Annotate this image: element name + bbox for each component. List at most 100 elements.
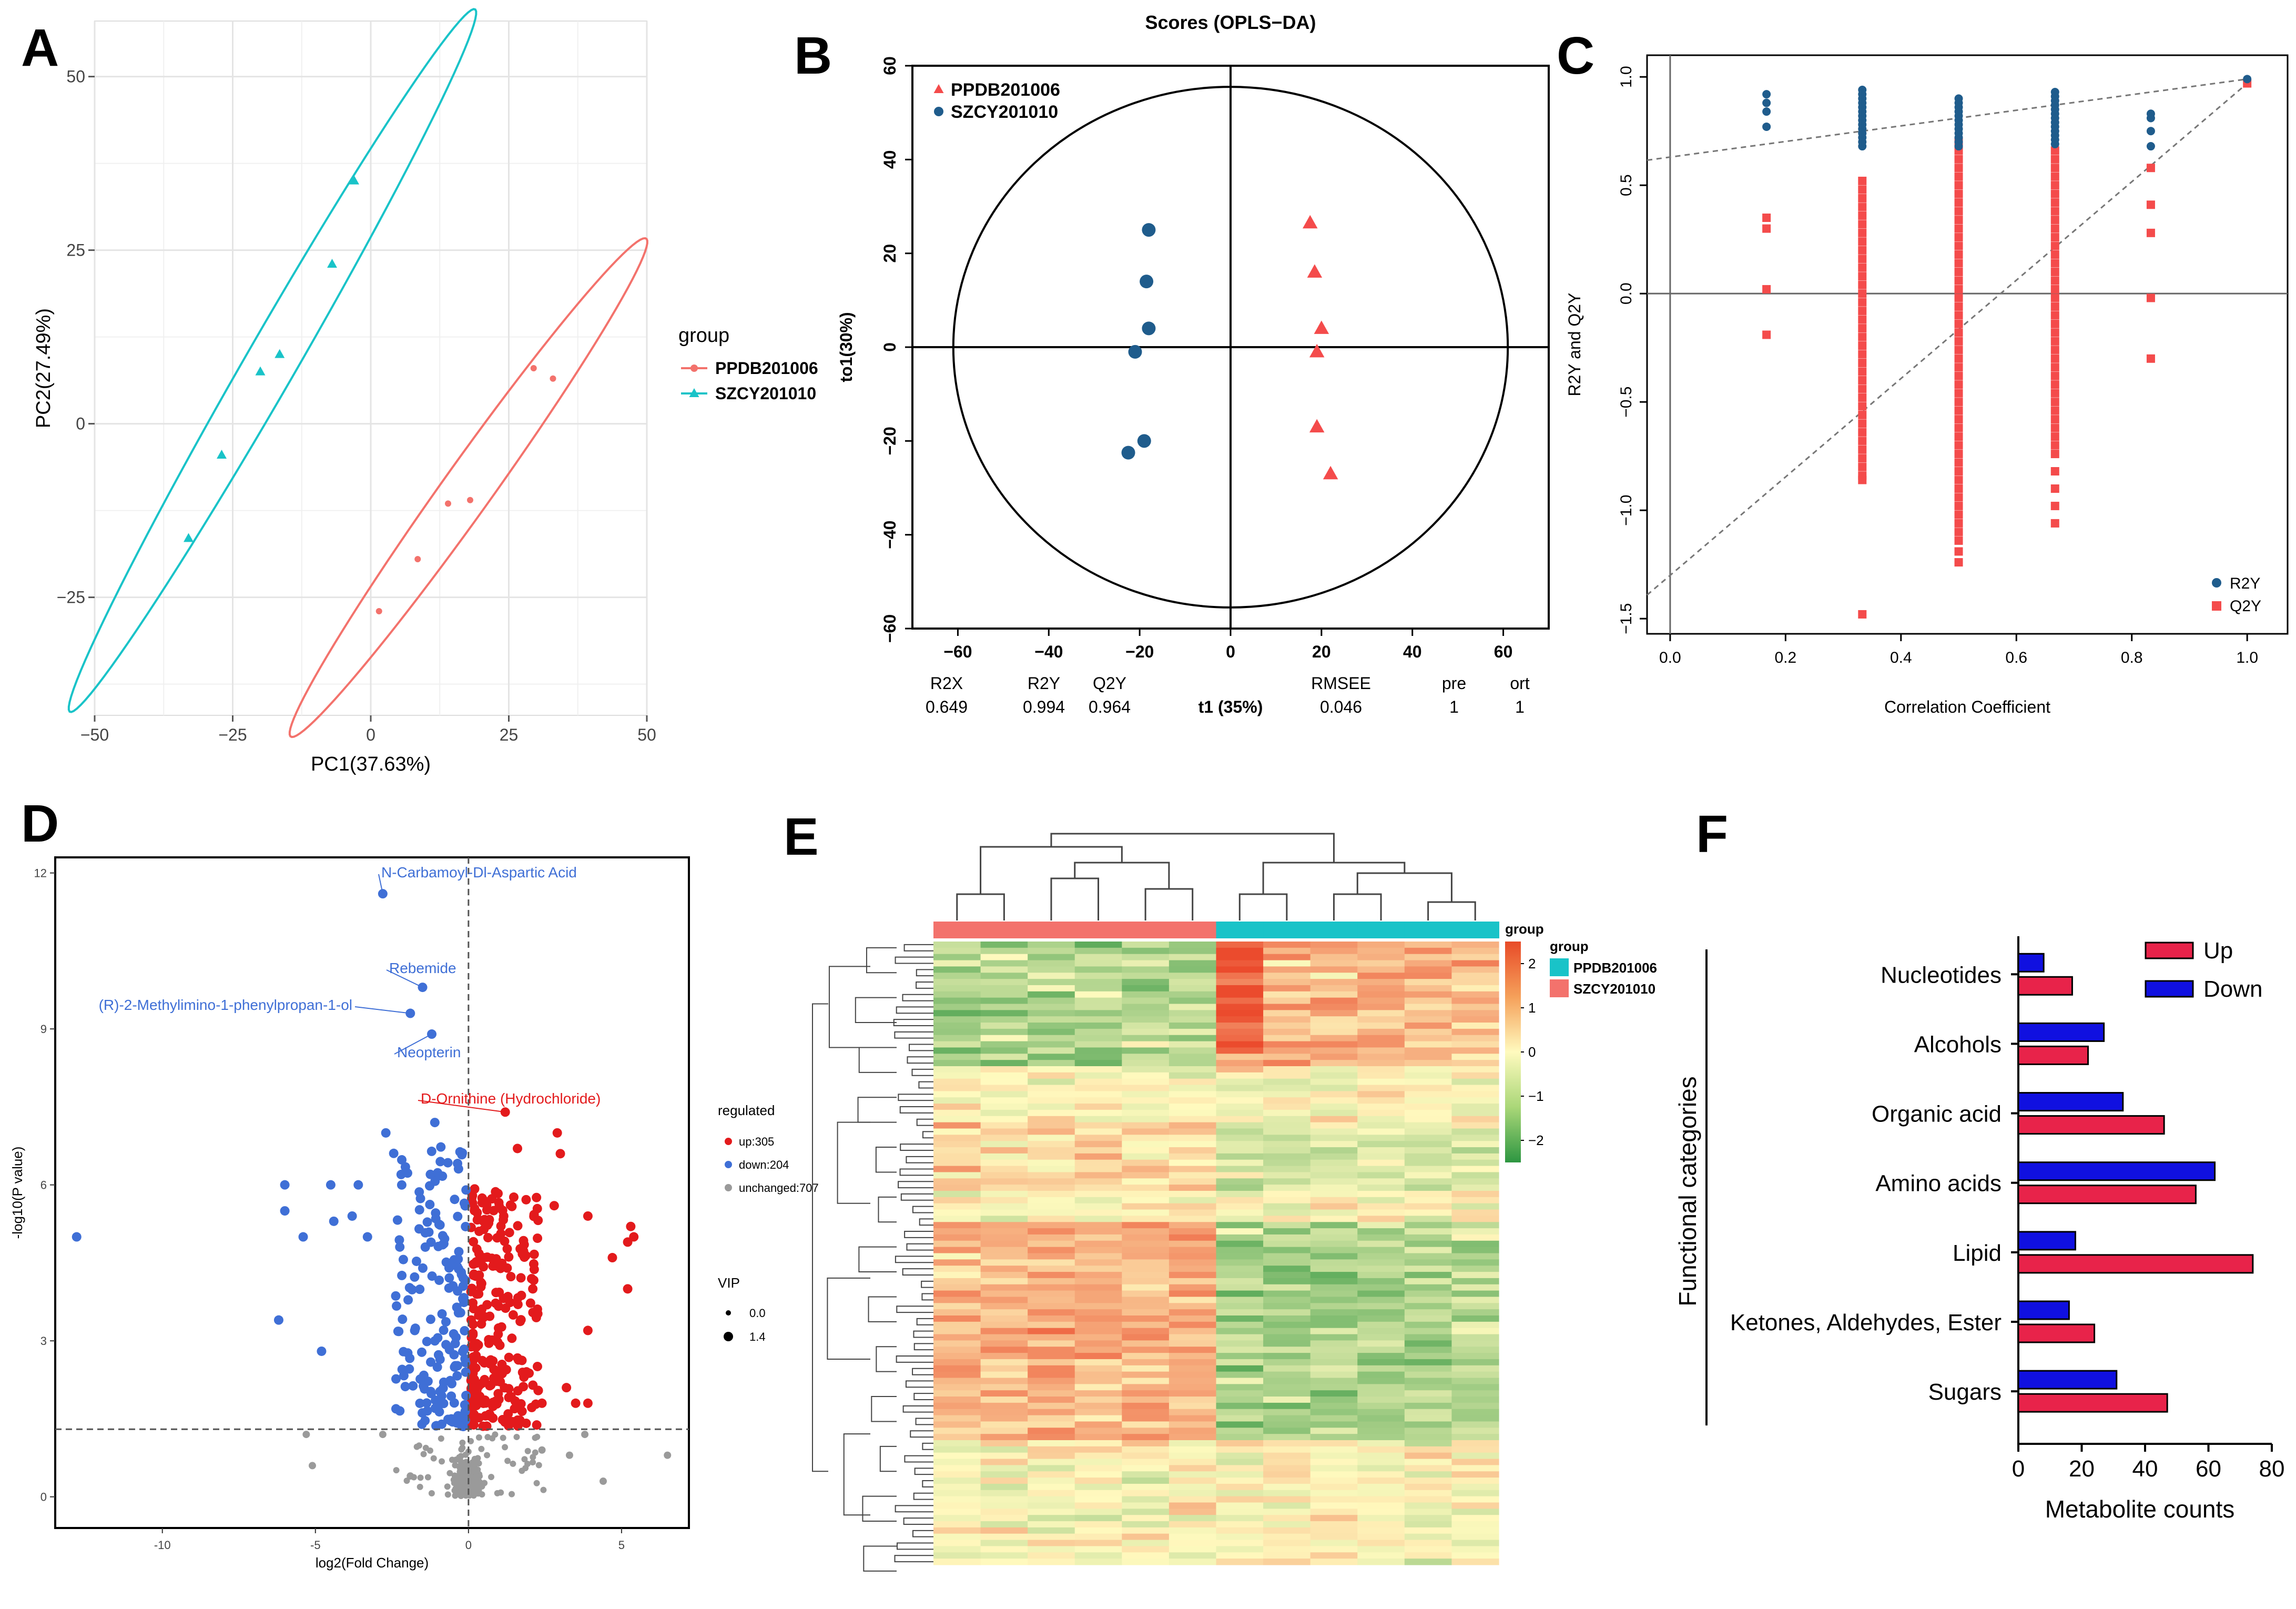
heatmap-cell [1216,1016,1264,1023]
point-q2y [1954,276,1963,285]
point-q2y [1954,337,1963,346]
heatmap-cell [1357,1004,1405,1010]
heatmap-cell [1074,1521,1122,1528]
heatmap-cell [1451,1415,1499,1422]
annotation-leader [418,1100,505,1113]
point-down [450,1362,460,1372]
heatmap-cell [980,1284,1028,1291]
heatmap-cell [1216,1446,1264,1453]
heatmap-cell [1122,1116,1170,1123]
heatmap-cell [1451,1166,1499,1173]
heatmap-cell [1169,1459,1217,1465]
heatmap-cell [1028,954,1075,961]
heatmap-cell [1169,1384,1217,1391]
bar-down [2017,1092,2124,1112]
point-unchanged [430,1455,437,1462]
heatmap-cell [1263,1085,1311,1091]
point-up [525,1298,535,1308]
heatmap-cell [1404,1434,1452,1441]
point-up [494,1198,504,1208]
heatmap-cell [1263,1328,1311,1335]
heatmap-cell [1028,1234,1075,1241]
heatmap-cell [1357,1371,1405,1379]
heatmap-cell [1310,1421,1358,1428]
heatmap-cell [1357,985,1405,992]
heatmap-cell [1169,1434,1217,1441]
point-q2y [1858,246,1867,255]
point-up [516,1290,526,1300]
heatmap-cell [1169,1397,1217,1403]
heatmap-cell [1074,1060,1122,1067]
point-down [422,1398,432,1408]
heatmap-cell [1357,1178,1405,1185]
heatmap-cell [1451,1440,1499,1447]
heatmap-cell [1028,997,1075,1005]
point-up [488,1356,498,1366]
panel-c: C0.0 0.2 0.4 0.6 0.8 1.0−1.5−1.0−0.50.00.51.0… [1557,26,2289,716]
heatmap-cell [1028,1315,1075,1322]
heatmap-cell [1404,1515,1452,1522]
heatmap-cell [1310,985,1358,992]
legend-title-d: regulated [718,1102,775,1118]
point-q2y [2050,363,2059,372]
heatmap-cell [1451,1147,1499,1154]
point-q2y [1954,285,1963,294]
heatmap-cell [1404,1559,1452,1565]
y-axis-label: Functional categories [1674,1076,1701,1306]
point-unchanged [488,1474,495,1481]
heatmap-cell [1357,1078,1405,1086]
heatmap-cell [1074,1253,1122,1260]
heatmap-cell [1216,954,1264,961]
point-unchanged [538,1446,546,1454]
heatmap-cell [933,1191,981,1198]
point-unchanged [456,1464,463,1471]
heatmap-cell [1263,1303,1311,1310]
heatmap-cell [1357,1471,1405,1478]
tick-label-x: 20 [2069,1456,2095,1482]
heatmap-cell [1263,997,1311,1005]
heatmap-cell [1263,1240,1311,1248]
tick-label-y: 9 [40,1023,47,1036]
heatmap-cell [1451,1178,1499,1185]
point-q2y [1954,510,1963,519]
point-up [485,1381,495,1391]
bar-up [2017,1115,2165,1135]
heatmap-cell [1028,1228,1075,1235]
heatmap-cell [1216,1552,1264,1559]
heatmap-cell [980,1203,1028,1210]
heatmap-cell [1451,1097,1499,1104]
tick-label-y: −40 [880,521,899,549]
point-down [395,1242,405,1252]
heatmap-cell [1074,1259,1122,1266]
heatmap-cell [980,997,1028,1005]
point-q2y [1858,220,1867,229]
heatmap-cell [1451,1483,1499,1491]
heatmap-cell [1169,1409,1217,1416]
stat-header: pre [1442,674,1466,693]
heatmap-cell [1404,1533,1452,1541]
heatmap-cell [1310,1203,1358,1210]
heatmap-cell [1028,1259,1075,1266]
heatmap-cell [1263,1552,1311,1559]
heatmap-cell [1216,1197,1264,1204]
heatmap-cell [1122,1471,1170,1478]
heatmap-cell [1028,1328,1075,1335]
heatmap-cell [1074,1203,1122,1210]
point-unchanged [449,1456,455,1463]
point-q2y [2050,423,2059,432]
heatmap-cell [1357,966,1405,973]
point-unchanged [424,1474,431,1481]
point-up [468,1399,478,1409]
heatmap-cell [1357,997,1405,1005]
heatmap-cell [1169,1028,1217,1036]
tick-label-x: 0.2 [1774,649,1796,666]
heatmap-cell [1074,1178,1122,1185]
heatmap-cell [1263,1147,1311,1154]
heatmap-cell [1404,1471,1452,1478]
heatmap-cell [1451,1378,1499,1384]
heatmap-cell [1169,1509,1217,1515]
heatmap-cell [1216,1028,1264,1036]
point-unchanged [416,1483,423,1490]
point-up [503,1409,513,1419]
point-down [422,1337,432,1347]
